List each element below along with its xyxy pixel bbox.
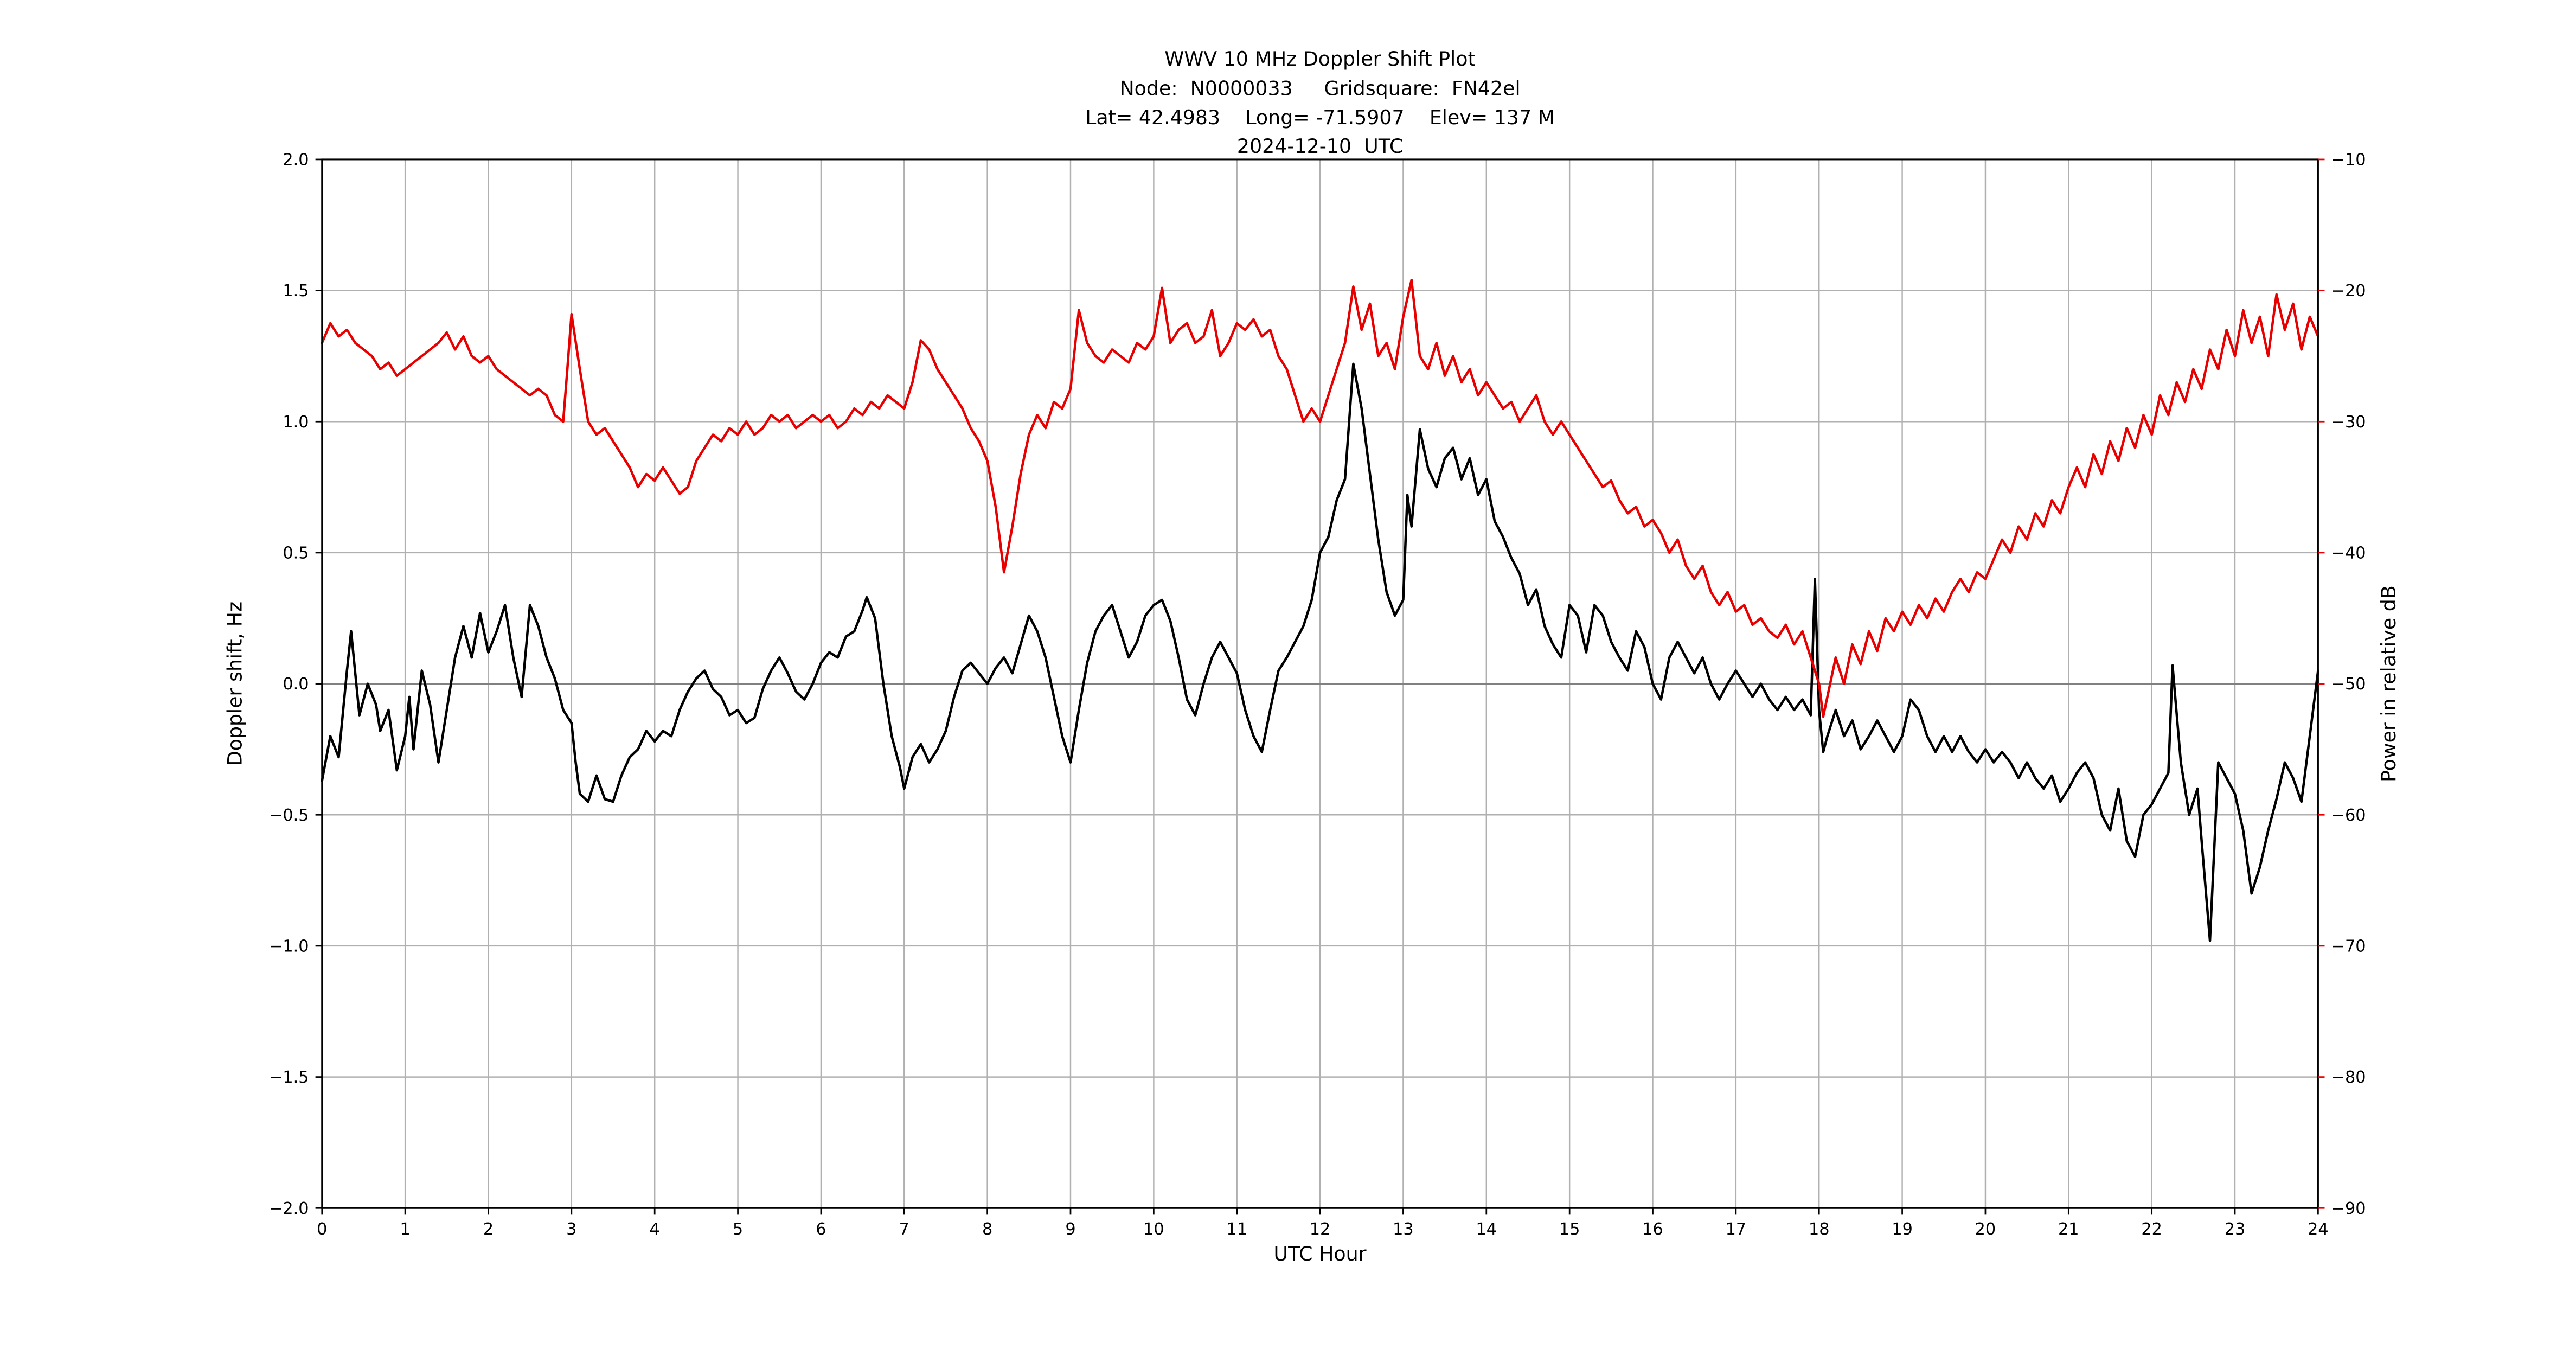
svg-text:18: 18 (1809, 1220, 1830, 1239)
svg-text:1.5: 1.5 (283, 282, 309, 300)
svg-text:14: 14 (1476, 1220, 1497, 1239)
svg-text:19: 19 (1892, 1220, 1913, 1239)
svg-text:2.0: 2.0 (283, 151, 309, 170)
svg-text:0: 0 (317, 1220, 327, 1239)
chart-title-line-2: Node: N0000033 Gridsquare: FN42el (1120, 77, 1521, 100)
svg-text:10: 10 (1143, 1220, 1164, 1239)
svg-text:11: 11 (1226, 1220, 1247, 1239)
svg-text:21: 21 (2058, 1220, 2079, 1239)
svg-text:−40: −40 (2331, 544, 2366, 563)
chart-title-line-1: WWV 10 MHz Doppler Shift Plot (1164, 47, 1475, 71)
svg-text:−50: −50 (2331, 675, 2366, 694)
svg-text:5: 5 (733, 1220, 743, 1239)
svg-text:−90: −90 (2331, 1199, 2366, 1218)
svg-text:−1.0: −1.0 (269, 937, 309, 956)
svg-text:−2.0: −2.0 (269, 1199, 309, 1218)
chart-title-line-4: 2024-12-10 UTC (1237, 135, 1403, 158)
tick-labels: 0 1 2 3 4 5 6 7 8 9 10 11 12 13 14 15 16 17 18 19 20 21 22 23 24… (269, 151, 2366, 1239)
svg-text:24: 24 (2308, 1220, 2329, 1239)
chart-title-line-3: Lat= 42.4983 Long= -71.5907 Elev= 137 M (1085, 106, 1555, 129)
svg-text:15: 15 (1559, 1220, 1580, 1239)
svg-text:−60: −60 (2331, 806, 2366, 825)
svg-text:17: 17 (1726, 1220, 1747, 1239)
svg-text:1.0: 1.0 (283, 413, 309, 432)
svg-text:20: 20 (1975, 1220, 1996, 1239)
svg-text:16: 16 (1642, 1220, 1663, 1239)
left-y-axis-label: Doppler shift, Hz (223, 602, 246, 766)
svg-text:22: 22 (2141, 1220, 2162, 1239)
data-series (321, 279, 2319, 942)
svg-text:9: 9 (1065, 1220, 1075, 1239)
svg-text:13: 13 (1393, 1220, 1414, 1239)
svg-text:3: 3 (566, 1220, 576, 1239)
grid-lines (321, 158, 2319, 1209)
svg-text:4: 4 (650, 1220, 660, 1239)
x-axis-label: UTC Hour (1274, 1242, 1367, 1265)
right-y-axis-label: Power in relative dB (2377, 585, 2400, 782)
svg-text:7: 7 (899, 1220, 909, 1239)
svg-text:−10: −10 (2331, 151, 2366, 170)
svg-text:0.0: 0.0 (283, 675, 309, 694)
svg-text:−80: −80 (2331, 1068, 2366, 1087)
svg-text:12: 12 (1310, 1220, 1331, 1239)
svg-text:6: 6 (816, 1220, 826, 1239)
svg-text:−30: −30 (2331, 413, 2366, 432)
axes-frame-and-ticks (315, 158, 2325, 1215)
svg-text:1: 1 (400, 1220, 410, 1239)
svg-text:−70: −70 (2331, 937, 2366, 956)
svg-text:23: 23 (2225, 1220, 2246, 1239)
svg-text:−1.5: −1.5 (269, 1068, 309, 1087)
svg-text:2: 2 (483, 1220, 494, 1239)
svg-text:8: 8 (982, 1220, 992, 1239)
svg-text:−20: −20 (2331, 282, 2366, 300)
svg-text:0.5: 0.5 (283, 544, 309, 563)
svg-text:−0.5: −0.5 (269, 806, 309, 825)
